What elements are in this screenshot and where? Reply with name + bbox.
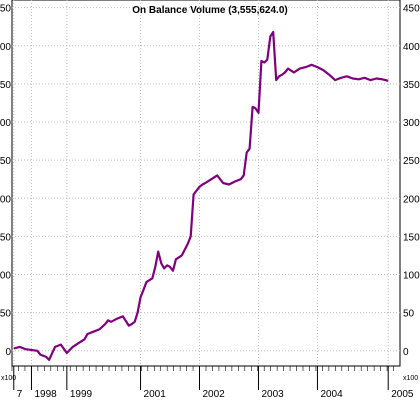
y-tick-label-left: 300: [0, 118, 11, 129]
x-tick-label: 2005: [391, 389, 414, 400]
x-tick-label: 7: [17, 389, 23, 400]
y-axis-right: 0 50 100 150 200 250 300 350 400 450: [403, 4, 420, 358]
y-tick-label-left: 250: [0, 156, 11, 167]
y-tick-label-left: 50: [0, 309, 11, 320]
y-tick-label-right: 400: [403, 42, 420, 53]
x-tick-label: 2001: [144, 389, 167, 400]
x-tick-label: 2004: [320, 389, 343, 400]
grid-lines: [12, 0, 400, 366]
y-tick-label-right: 250: [403, 156, 420, 167]
y-tick-label-left: 400: [0, 42, 11, 53]
y-tick-label-right: 200: [403, 194, 420, 205]
y-tick-label-right: 150: [403, 232, 420, 243]
x-tick-label: 1999: [70, 389, 93, 400]
y-tick-label-right: 450: [403, 4, 420, 15]
y-tick-label-left: 100: [0, 271, 11, 282]
y-tick-label-right: 100: [403, 271, 420, 282]
x-tick-label: 2003: [261, 389, 284, 400]
x-tick-label: 1998: [34, 389, 57, 400]
x-axis: 7 1998 1999 2001 2002 2003 2004 2005: [11, 366, 414, 400]
y-tick-label-left: 350: [0, 80, 11, 91]
y-tick-label-right: 0: [403, 347, 409, 358]
y-tick-label-left: 0: [5, 347, 11, 358]
y-axis-left: 0 50 100 150 200 250 300 350 400 450: [0, 4, 11, 358]
y-tick-label-left: 200: [0, 194, 11, 205]
y-tick-label-left: 450: [0, 4, 11, 15]
y-tick-label-right: 350: [403, 80, 420, 91]
y-tick-label-left: 150: [0, 232, 11, 243]
multiplier-label-right: x100: [403, 375, 418, 382]
obv-series-line: [13, 30, 389, 361]
multiplier-label-left: x100: [1, 375, 16, 382]
x-tick-label: 2002: [203, 389, 226, 400]
y-tick-label-right: 300: [403, 118, 420, 129]
chart-title: On Balance Volume (3,555,624.0): [132, 5, 287, 16]
y-tick-label-right: 50: [403, 309, 415, 320]
